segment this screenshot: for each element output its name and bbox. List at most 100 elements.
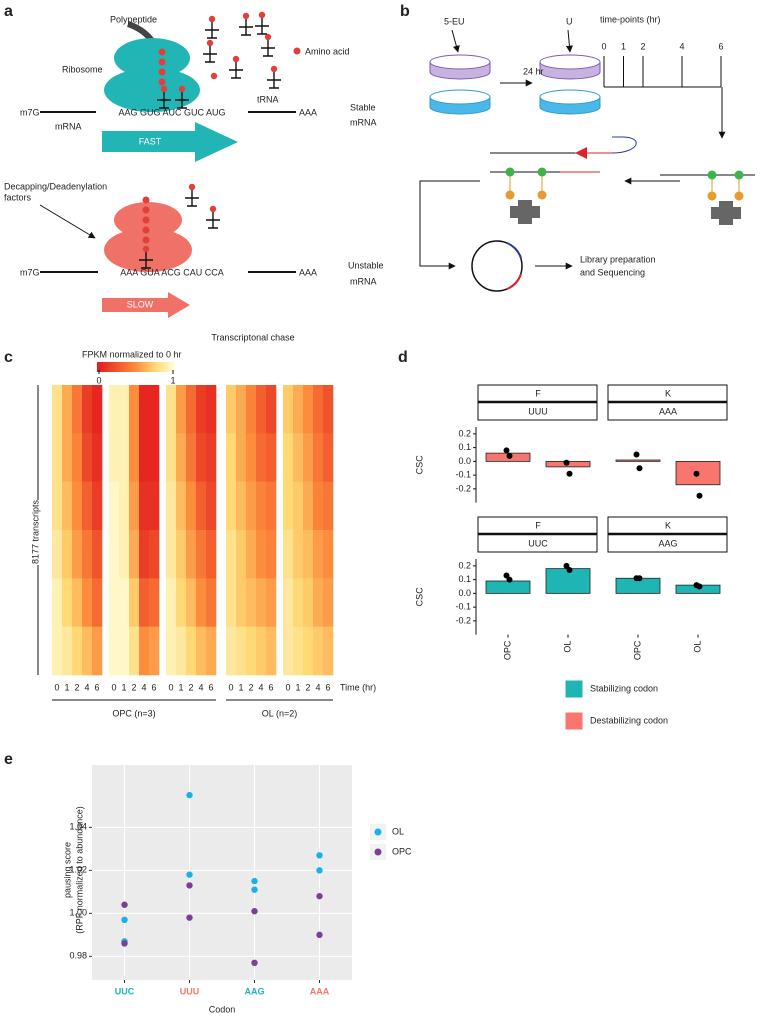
heat-cell xyxy=(206,578,217,627)
heat-cell xyxy=(119,530,130,579)
label: 5-EU xyxy=(444,16,465,26)
heat-cell xyxy=(256,385,267,434)
colorbar-tick-label: 1 xyxy=(170,375,175,385)
point xyxy=(186,871,193,878)
heat-cell xyxy=(119,578,130,627)
x-tick-label: 1 xyxy=(295,682,300,692)
heat-cell xyxy=(196,433,207,482)
heat-cell xyxy=(293,530,304,579)
replicate-dot xyxy=(506,452,513,459)
heat-cell xyxy=(92,385,103,434)
x-tick-label: UUU xyxy=(180,986,200,996)
point xyxy=(316,931,323,939)
heat-cell xyxy=(236,578,247,627)
heat-cell xyxy=(236,626,247,676)
heat-cell xyxy=(256,481,267,531)
panel-a: a Polypeptide Ribosome Amino acid tRNA m… xyxy=(4,3,384,318)
label: Unstable xyxy=(348,260,384,270)
heat-cell xyxy=(72,530,83,579)
heat-cell xyxy=(313,626,324,676)
speed: FAST xyxy=(139,136,162,146)
heat-cell xyxy=(303,530,314,579)
heat-cell xyxy=(82,530,93,579)
y-tick-label: 0.2 xyxy=(458,428,471,438)
label: and Sequencing xyxy=(580,267,645,277)
speed: SLOW xyxy=(127,299,154,309)
x-tick-label: 4 xyxy=(84,682,89,692)
legend-swatch xyxy=(374,848,382,856)
heat-cell xyxy=(303,481,314,531)
heat-cell xyxy=(196,385,207,434)
heat-cell xyxy=(109,578,120,627)
label: mRNA xyxy=(350,117,377,127)
heat-cell xyxy=(139,578,150,627)
panel-label: a xyxy=(4,3,13,20)
heat-cell xyxy=(82,385,93,434)
x-tick-label: AAG xyxy=(245,986,265,996)
heat-cell xyxy=(226,626,237,676)
codons: AAG GUG AUC GUC AUG xyxy=(118,107,225,117)
label: U xyxy=(566,16,573,26)
x-tick-label: OL xyxy=(562,641,572,653)
heat-cell xyxy=(139,385,150,434)
tail: AAA xyxy=(299,267,317,277)
bar xyxy=(615,459,661,462)
heat-cell xyxy=(72,481,83,531)
peptide-chain xyxy=(158,48,166,86)
label: Stable xyxy=(350,102,376,112)
heat-cell xyxy=(196,481,207,531)
facet-label: AAG xyxy=(658,538,677,548)
x-tick-label: 6 xyxy=(94,682,99,692)
heat-cell xyxy=(293,626,304,676)
replicate-dot xyxy=(696,583,703,590)
x-tick-label: 2 xyxy=(131,682,136,692)
heat-cell xyxy=(129,530,140,579)
panel-c: c Transcriptonal chase FPKM normalized t… xyxy=(4,332,376,692)
legend-label: OL xyxy=(392,826,404,836)
heat-cell xyxy=(206,433,217,482)
replicate-dot xyxy=(633,451,640,458)
heat-cell xyxy=(246,530,257,579)
point xyxy=(251,908,258,915)
heat-cell xyxy=(176,578,187,627)
x-tick-label: 1 xyxy=(121,682,126,692)
point xyxy=(186,791,193,799)
heat-cell xyxy=(196,578,207,627)
x-tick-label: 6 xyxy=(325,682,330,692)
heat-cell xyxy=(109,530,120,579)
heat-cell xyxy=(303,626,314,676)
x-tick-label: 2 xyxy=(248,682,253,692)
heat-cell xyxy=(186,481,197,531)
scatter-chart: 0.98 1.00 1.02 1.04 UUC UUU AAG AAA OL OPC xyxy=(69,765,412,996)
heat-cell xyxy=(166,578,177,627)
heat-cell xyxy=(323,481,334,531)
replicate-dot xyxy=(636,575,643,582)
replicate-dot xyxy=(503,447,510,454)
heat-cell xyxy=(226,481,237,531)
colorbar-title: FPKM normalized to 0 hr xyxy=(82,349,182,359)
legend-swatch xyxy=(374,828,382,836)
heat-cell xyxy=(176,385,187,434)
x-tick-label: 0 xyxy=(111,682,116,692)
x-tick-label: 0 xyxy=(285,682,290,692)
heat-cell xyxy=(62,578,73,627)
heat-cell xyxy=(206,626,217,676)
heat-cell xyxy=(149,530,160,579)
heat-cell xyxy=(313,433,324,482)
codons: AAA GUA ACG CAU CCA xyxy=(120,267,224,277)
heat-cell xyxy=(256,578,267,627)
heat-cell xyxy=(149,578,160,627)
label: time-points (hr) xyxy=(600,14,661,24)
heat-cell xyxy=(176,433,187,482)
heat-cell xyxy=(186,626,197,676)
replicate-dot xyxy=(563,562,570,569)
timepoint-label: 2 xyxy=(640,41,645,51)
heat-cell xyxy=(176,530,187,579)
timepoint-label: 0 xyxy=(601,41,606,51)
x-tick-label: 4 xyxy=(315,682,320,692)
y-tick-label: 0.0 xyxy=(458,588,471,598)
timepoint-label: 1 xyxy=(621,41,626,51)
point xyxy=(316,892,323,900)
heat-cell xyxy=(283,481,294,531)
